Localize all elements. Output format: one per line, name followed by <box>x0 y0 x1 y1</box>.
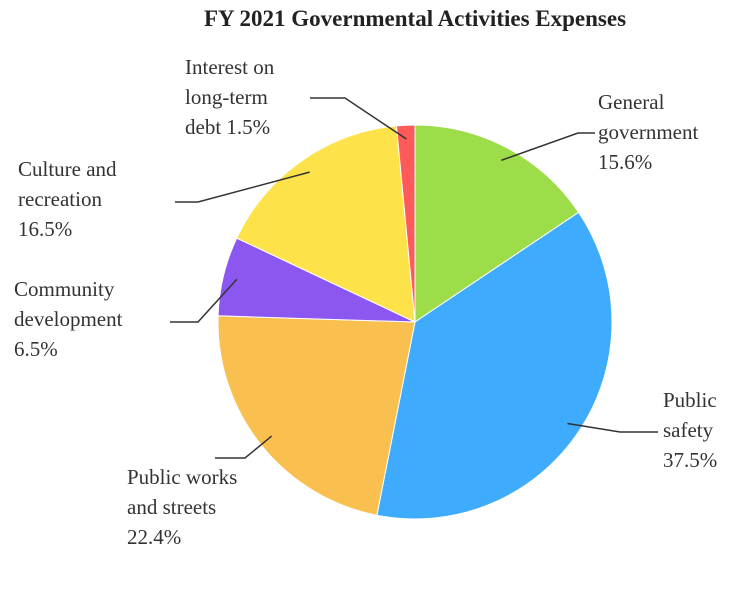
leader-line <box>310 97 407 140</box>
leader-line <box>500 132 595 162</box>
slice-label: General government 15.6% <box>598 87 733 177</box>
value-label: 1.5% <box>226 115 271 139</box>
category-name: General government <box>598 90 699 144</box>
value-label: 6.5% <box>14 337 58 361</box>
leader-line <box>215 435 273 459</box>
category-name: Community development <box>14 277 123 331</box>
slice-label: Public safety 37.5% <box>663 385 733 475</box>
slice-label: Public works and streets 22.4% <box>127 462 257 552</box>
leader-line <box>170 278 238 323</box>
category-name: Interest on long-term debt <box>185 55 275 139</box>
pie-slice <box>376 211 613 520</box>
slice-label: Culture and recreation 16.5% <box>18 154 158 244</box>
value-label: 15.6% <box>598 150 653 174</box>
pie-slice <box>414 124 580 323</box>
slice-label: Community development 6.5% <box>14 274 164 364</box>
category-name: Public works and streets <box>127 465 238 519</box>
pie-slice <box>395 124 416 323</box>
value-label: 16.5% <box>18 217 73 241</box>
category-name: Culture and recreation <box>18 157 117 211</box>
value-label: 37.5% <box>663 448 718 472</box>
category-name: Public safety <box>663 388 717 442</box>
leader-line <box>175 171 310 203</box>
pie-slice <box>236 125 416 323</box>
value-label: 22.4% <box>127 525 182 549</box>
slice-label: Interest on long-term debt 1.5% <box>185 52 303 142</box>
leader-line <box>567 422 658 433</box>
chart-title: FY 2021 Governmental Activities Expenses <box>203 6 627 31</box>
